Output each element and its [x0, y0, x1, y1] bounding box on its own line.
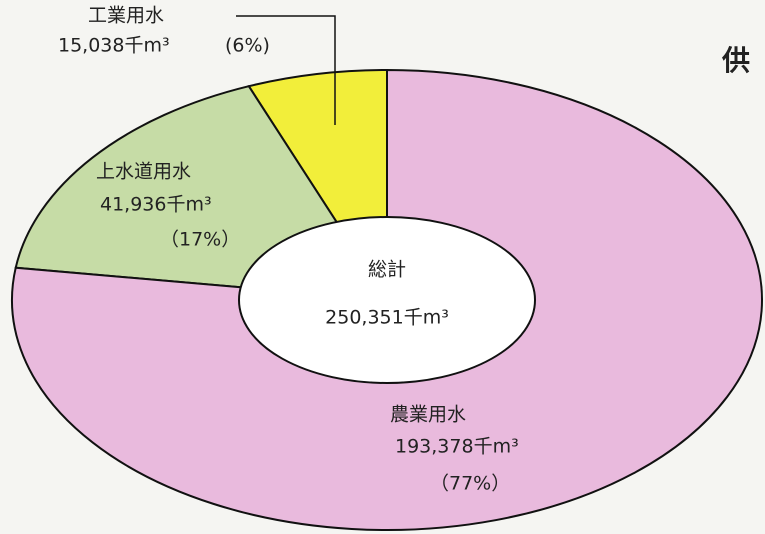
center-title: 総計	[368, 259, 406, 281]
center-total: 250,351千m³	[325, 307, 449, 329]
chart-title: 供	[721, 44, 750, 77]
percent-label: （17%）	[160, 229, 240, 251]
slice-label: 上水道用水	[96, 161, 191, 183]
center-hole	[238, 216, 536, 384]
slice	[11, 68, 763, 531]
value-label: 41,936千m³	[100, 194, 212, 216]
leader-line	[236, 15, 336, 125]
percent-label: （77%）	[430, 473, 510, 495]
value-label: 193,378千m³	[395, 436, 519, 458]
slice-label: 農業用水	[390, 404, 466, 426]
slice-label: 工業用水	[88, 5, 164, 27]
percent-label: (6%)	[225, 35, 270, 57]
value-label: 15,038千m³	[58, 35, 170, 57]
